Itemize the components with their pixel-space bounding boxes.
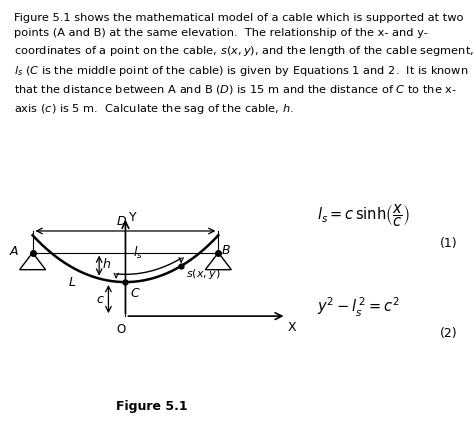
Text: $l_s$: $l_s$ — [133, 245, 143, 261]
Text: $s(x, y)$: $s(x, y)$ — [186, 267, 220, 281]
Text: Figure 5.1 shows the mathematical model of a cable which is supported at two
poi: Figure 5.1 shows the mathematical model … — [14, 13, 474, 116]
Text: c: c — [97, 293, 104, 306]
Text: L: L — [68, 276, 75, 289]
Text: (1): (1) — [439, 237, 457, 250]
Text: $y^2 - l_s^{\,2} = c^2$: $y^2 - l_s^{\,2} = c^2$ — [317, 296, 399, 319]
Text: O: O — [117, 323, 126, 336]
Text: X: X — [288, 321, 297, 334]
Text: A: A — [10, 245, 18, 258]
Text: B: B — [222, 244, 231, 257]
Text: $l_s = c\,\sinh\!\left(\dfrac{x}{c}\right)$: $l_s = c\,\sinh\!\left(\dfrac{x}{c}\righ… — [317, 202, 410, 229]
Text: Y: Y — [129, 211, 137, 223]
Text: D: D — [117, 215, 127, 229]
Text: C: C — [130, 287, 139, 300]
Text: Figure 5.1: Figure 5.1 — [116, 400, 188, 413]
Text: h: h — [103, 257, 111, 271]
Text: (2): (2) — [439, 327, 457, 340]
